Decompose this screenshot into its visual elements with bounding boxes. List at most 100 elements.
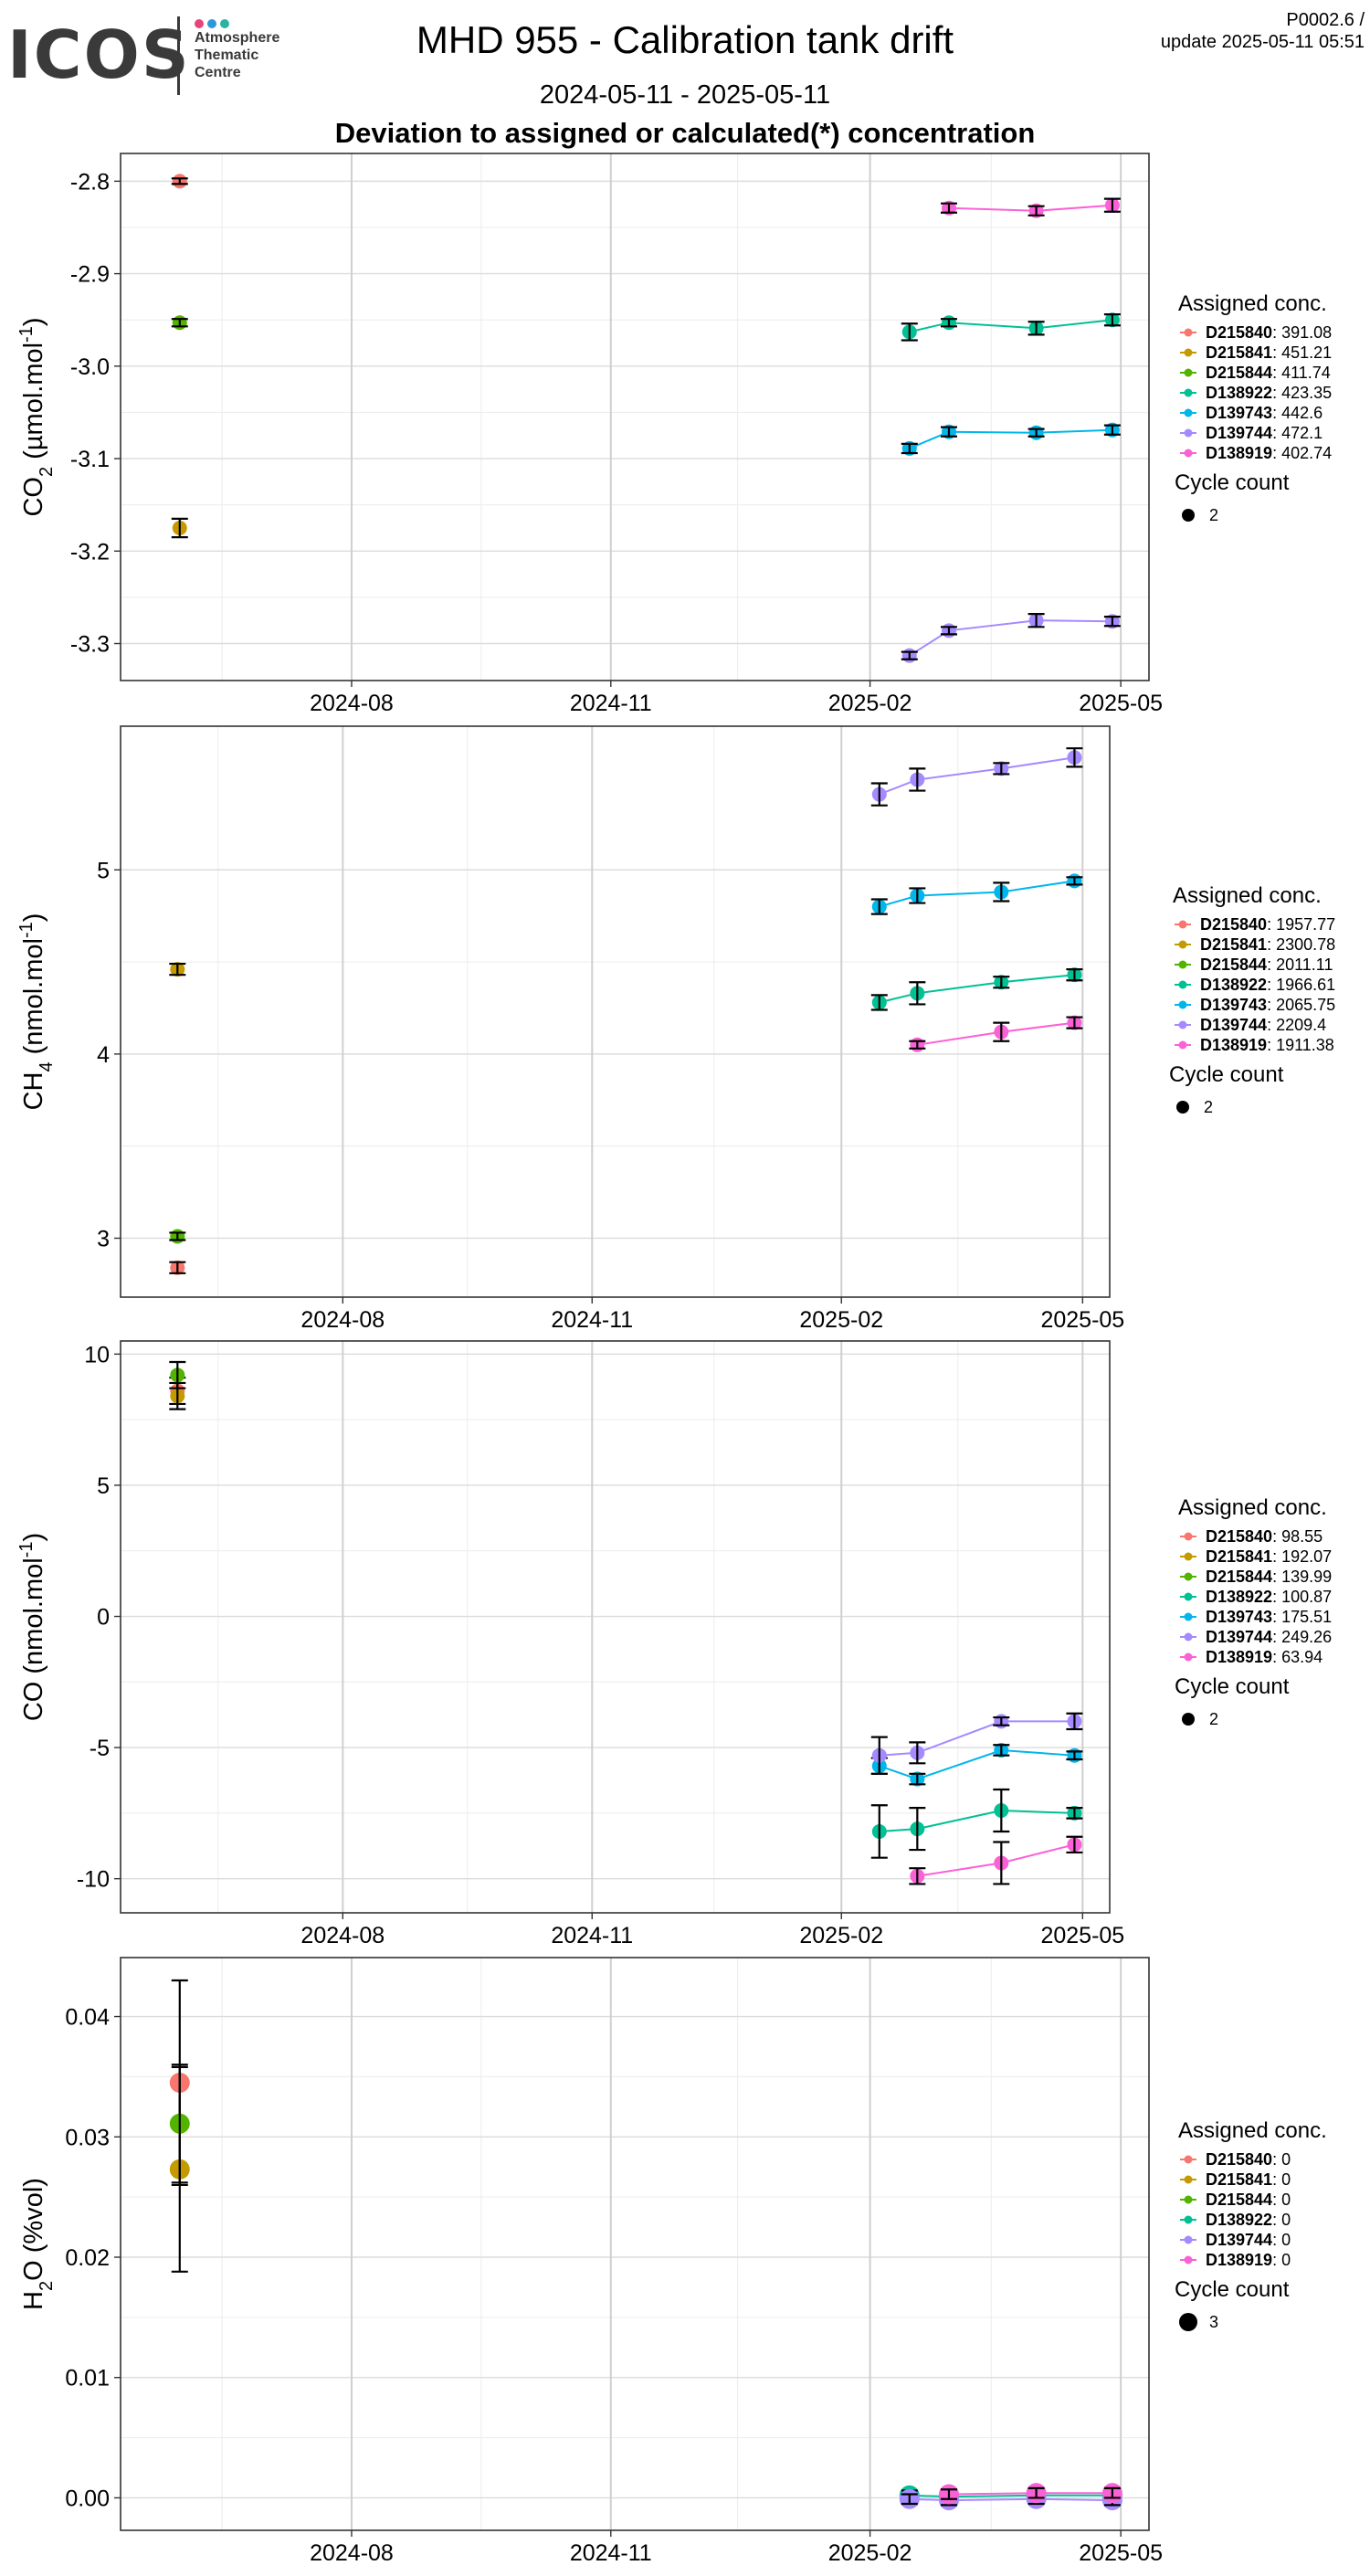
y-axis-title-part: 2 <box>37 2281 57 2291</box>
legend-assigned-value: : 472.1 <box>1272 424 1323 442</box>
icos-logo: ICOS Atmosphere Thematic Centre <box>7 16 300 99</box>
legend-tank-id: D215840 <box>1206 2150 1272 2169</box>
size-legend-title: Cycle count <box>1175 1674 1290 1699</box>
series-line-d138922 <box>879 1809 1075 1832</box>
y-tick-label: 4 <box>97 1042 110 1068</box>
legend-tank-id: D215844 <box>1206 364 1272 382</box>
legend-tank-id: D138922 <box>1206 384 1272 402</box>
legend-assigned-value: : 2065.75 <box>1267 996 1335 1014</box>
legend-key-point <box>1184 428 1193 438</box>
y-tick-label: 3 <box>97 1226 110 1251</box>
legend-entry-d215844: D215844: 0 <box>1206 2191 1291 2209</box>
legend-assigned-value: : 100.87 <box>1272 1588 1332 1606</box>
y-axis-title-part: (nmol.mol <box>19 1557 48 1681</box>
plot-background <box>121 153 1149 681</box>
legend-assigned-value: : 391.08 <box>1272 323 1332 342</box>
x-tick-label: 2025-02 <box>799 1923 883 1948</box>
legend-tank-id: D139743 <box>1206 404 1272 422</box>
y-tick-label: -2.9 <box>70 262 110 288</box>
plot-background <box>121 1341 1110 1913</box>
legend-assigned-value: : 402.74 <box>1272 444 1332 462</box>
y-axis-title: CH4 (nmol.mol-1) <box>16 913 57 1111</box>
legend-key-point <box>1184 1552 1193 1561</box>
legend-tank-id: D215840 <box>1206 1527 1272 1546</box>
x-tick-label: 2024-11 <box>551 1307 633 1333</box>
legend-assigned-value: : 0 <box>1272 2170 1291 2189</box>
legend-tank-id: D138919 <box>1206 444 1272 462</box>
y-axis-title: H2O (%vol) <box>19 2178 57 2310</box>
legend-tank-id: D138919 <box>1206 1648 1272 1666</box>
y-axis-title-part: O (%vol) <box>19 2178 48 2281</box>
page-title: MHD 955 - Calibration tank drift <box>416 18 954 61</box>
legend-entry-d215841: D215841: 2300.78 <box>1200 935 1335 954</box>
legend-assigned-value: : 175.51 <box>1272 1608 1332 1626</box>
size-legend-value: 2 <box>1209 506 1218 524</box>
logo-dots <box>195 16 233 33</box>
legend-title: Assigned conc. <box>1178 2118 1327 2143</box>
legend-key-point <box>1178 920 1187 929</box>
plot-background <box>121 1958 1149 2530</box>
y-axis-title-part: -1 <box>16 326 37 343</box>
plot-border <box>120 1957 1150 2531</box>
logo-dot-3 <box>220 19 229 28</box>
y-axis-title-part: (µmol.mol <box>19 343 48 467</box>
legend-entry-d139744: D139744: 0 <box>1206 2231 1291 2249</box>
legend-tank-id: D138922 <box>1200 976 1267 994</box>
legend-title: Assigned conc. <box>1178 1495 1327 1520</box>
legend-assigned-value: : 63.94 <box>1272 1648 1323 1666</box>
x-tick-label: 2024-08 <box>300 1307 385 1333</box>
x-tick-label: 2025-05 <box>1079 691 1163 716</box>
size-legend-key <box>1182 509 1195 522</box>
legend-tank-id: D215844 <box>1206 2191 1272 2209</box>
legend-key-point <box>1184 449 1193 458</box>
series-line-d139744 <box>909 619 1112 657</box>
legend-key-point <box>1184 2215 1193 2224</box>
y-tick-label: 5 <box>97 1473 110 1499</box>
legend-entry-d139744: D139744: 472.1 <box>1206 424 1323 442</box>
x-tick-label: 2024-11 <box>570 2540 652 2566</box>
y-axis-title-part: ) <box>19 317 48 326</box>
legend-key-point <box>1178 940 1187 949</box>
y-tick-label: 0.01 <box>65 2366 110 2391</box>
legend-key-point <box>1184 1592 1193 1601</box>
y-tick-label: -2.8 <box>70 169 110 195</box>
legend-assigned-value: : 1957.77 <box>1267 915 1335 934</box>
legend-tank-id: D138922 <box>1206 1588 1272 1606</box>
y-tick-label: 0.00 <box>65 2486 110 2511</box>
y-axis-title-part: 4 <box>37 1061 57 1072</box>
legend-entry-d139743: D139743: 442.6 <box>1206 404 1323 422</box>
series-line-d139744 <box>879 1720 1075 1757</box>
legend-assigned-value: : 98.55 <box>1272 1527 1323 1546</box>
y-tick-label: -3.2 <box>70 539 110 565</box>
plot-border <box>120 1340 1111 1914</box>
y-tick-label: -3.3 <box>70 632 110 658</box>
logo-divider <box>177 16 180 95</box>
y-tick-label: 5 <box>97 858 110 883</box>
legend-entry-d215841: D215841: 451.21 <box>1206 343 1332 362</box>
legend-assigned-value: : 451.21 <box>1272 343 1332 362</box>
series-line-d139743 <box>879 880 1075 908</box>
legend-tank-id: D215844 <box>1206 1568 1272 1586</box>
y-tick-label: 0 <box>97 1605 110 1631</box>
legend-key-point <box>1184 408 1193 417</box>
panel-h2o: 0.04 0.03 0.02 0.01 0.00 2024-08 2024-11 2025-0… <box>19 1957 1327 2566</box>
plot-border <box>120 725 1111 1298</box>
series-line-d139744 <box>879 756 1075 796</box>
size-legend-title: Cycle count <box>1175 470 1290 495</box>
y-tick-label: 10 <box>84 1342 110 1367</box>
legend-assigned-value: : 423.35 <box>1272 384 1332 402</box>
legend-key-point <box>1184 2155 1193 2164</box>
y-axis-title: CO2 (µmol.mol-1) <box>16 317 57 516</box>
legend-entry-d215840: D215840: 98.55 <box>1206 1527 1323 1546</box>
y-tick-label: -3.1 <box>70 447 110 472</box>
legend-key-point <box>1184 328 1193 337</box>
legend-key-point <box>1184 1612 1193 1621</box>
legend-tank-id: D139744 <box>1206 1628 1272 1646</box>
legend-entry-d138922: D138922: 423.35 <box>1206 384 1332 402</box>
legend-tank-id: D215841 <box>1200 935 1267 954</box>
x-tick-label: 2025-05 <box>1079 2540 1163 2566</box>
legend-entry-d138919: D138919: 1911.38 <box>1200 1036 1334 1054</box>
